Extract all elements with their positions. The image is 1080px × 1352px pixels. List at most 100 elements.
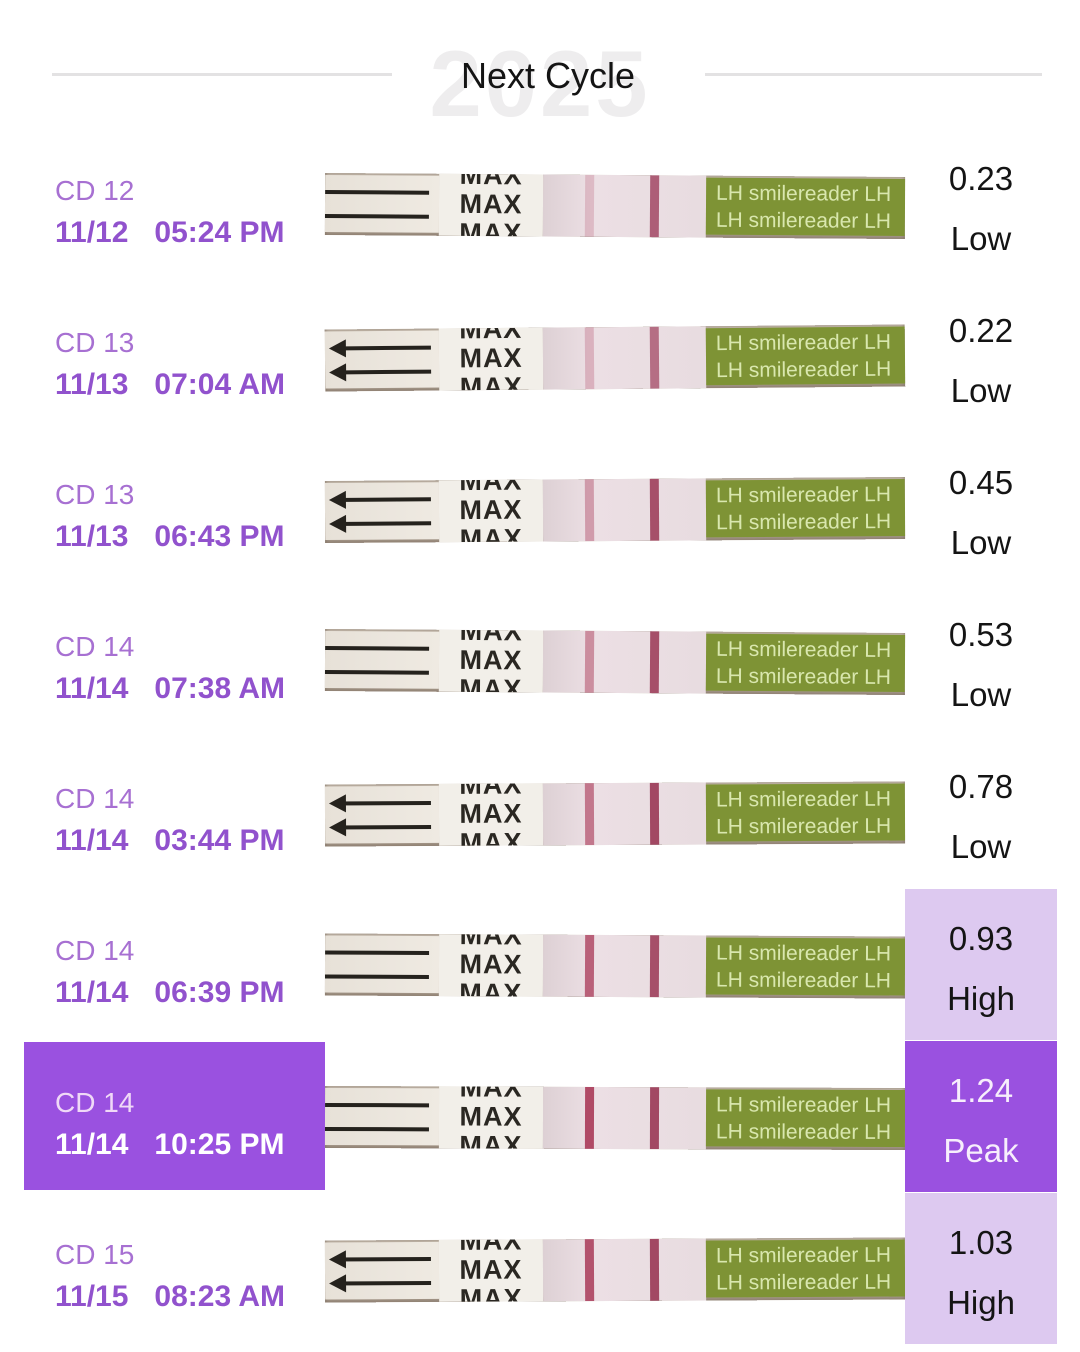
strip-max-label-area: MAX MAX MAX — [438, 479, 544, 543]
arrow-left-icon — [324, 669, 429, 675]
strip-brand-label: LH smilereader LH LH smilereader LH — [705, 326, 906, 386]
max-label-text: MAX MAX MAX — [439, 480, 543, 543]
test-strip-photo[interactable]: MAX MAX MAX LH smilereader LH LH smilere… — [324, 172, 906, 240]
arrow-left-icon — [332, 1256, 431, 1262]
strip-brand-label: LH smilereader LH LH smilereader LH — [705, 1239, 906, 1298]
test-line — [584, 327, 595, 390]
brand-label-line: LH smilereader LH — [716, 941, 892, 966]
page-title: Next Cycle — [460, 55, 636, 96]
max-label: MAX — [459, 783, 523, 800]
test-result-row[interactable]: CD 14 11/14 10:25 PM MAX MAX MAX — [0, 1041, 1080, 1194]
time-label: 08:23 AM — [154, 1280, 286, 1313]
cycle-day-label: CD 13 — [55, 479, 135, 510]
max-label: MAX — [459, 342, 523, 374]
date-label: 11/14 — [55, 824, 129, 857]
result-value-box: 0.23 Low — [905, 129, 1057, 280]
test-strip-photo[interactable]: MAX MAX MAX LH smilereader LH LH smilere… — [324, 1085, 906, 1151]
max-label: MAX — [459, 1130, 523, 1149]
max-label: MAX — [459, 644, 523, 676]
date-time-label: 11/14 03:44 PM — [55, 823, 285, 859]
test-strip-photo[interactable]: MAX MAX MAX LH smilereader LH LH smilere… — [324, 781, 906, 847]
control-line — [649, 175, 660, 238]
result-value-box: 0.78 Low — [905, 737, 1057, 888]
year-watermark: 2025 — [429, 31, 651, 136]
brand-label-line: LH smilereader LH — [715, 968, 892, 993]
test-results-list: CD 12 11/12 05:24 PM MAX MAX MAX — [0, 130, 1080, 1346]
arrow-left-icon — [325, 645, 430, 651]
result-value: 0.45 — [948, 464, 1014, 501]
max-label: MAX — [459, 523, 523, 543]
time-label: 05:24 PM — [154, 216, 285, 249]
brand-label-line: LH smilereader LH — [715, 483, 892, 508]
strip-arrow-area — [324, 330, 440, 389]
strip-arrow-area — [324, 785, 440, 844]
date-time-label: 11/13 06:43 PM — [55, 519, 285, 555]
brand-label-line: LH smilereader LH — [716, 510, 892, 535]
strip-max-label-area: MAX MAX MAX — [438, 934, 544, 997]
cycle-header: 2025 Next Cycle — [0, 0, 1080, 136]
max-label: MAX — [459, 173, 523, 191]
arrow-left-icon — [333, 521, 432, 526]
header-divider-right — [705, 73, 1042, 76]
cycle-day-label: CD 15 — [55, 1239, 135, 1270]
result-level-badge: Low — [950, 524, 1012, 561]
result-value-box: 0.53 Low — [905, 585, 1057, 736]
strip-max-label-area: MAX MAX MAX — [438, 1086, 544, 1149]
test-result-row[interactable]: CD 14 11/14 03:44 PM MAX MAX MAX — [0, 738, 1080, 890]
brand-label-line: LH smilereader LH — [716, 357, 892, 383]
result-level-badge: High — [947, 980, 1015, 1017]
test-strip-photo[interactable]: MAX MAX MAX LH smilereader LH LH smilere… — [324, 476, 906, 544]
test-result-row[interactable]: CD 15 11/15 08:23 AM MAX MAX MAX — [0, 1193, 1080, 1346]
max-label-text: MAX MAX MAX — [439, 174, 543, 237]
strip-max-label-area: MAX MAX MAX — [438, 173, 544, 237]
arrow-left-icon — [325, 189, 430, 195]
control-line — [649, 1238, 660, 1301]
test-strip-photo[interactable]: MAX MAX MAX LH smilereader LH LH smilere… — [324, 1237, 906, 1303]
max-label: MAX — [459, 188, 523, 220]
result-value: 0.93 — [948, 920, 1014, 957]
strip-max-label-area: MAX MAX MAX — [438, 783, 544, 846]
result-level-badge: Peak — [943, 1132, 1019, 1169]
cycle-day-label: CD 13 — [55, 327, 135, 358]
max-label-text: MAX MAX MAX — [439, 328, 544, 391]
date-time-label: 11/12 05:24 PM — [55, 215, 285, 251]
test-line — [584, 479, 595, 542]
arrow-left-icon — [332, 345, 431, 351]
result-level-badge: Low — [950, 372, 1012, 409]
test-strip-photo[interactable]: MAX MAX MAX LH smilereader LH LH smilere… — [324, 324, 906, 392]
test-result-row[interactable]: CD 13 11/13 06:43 PM MAX MAX MAX — [0, 434, 1080, 586]
strip-brand-label: LH smilereader LH LH smilereader LH — [705, 177, 906, 237]
max-label: MAX — [459, 629, 523, 647]
result-value: 1.03 — [948, 1224, 1014, 1261]
test-line — [584, 1239, 595, 1302]
brand-label-line: LH smilereader LH — [715, 664, 892, 689]
test-result-row[interactable]: CD 13 11/13 07:04 AM MAX MAX MAX — [0, 282, 1080, 434]
max-label: MAX — [459, 479, 523, 497]
cycle-day-label: CD 14 — [55, 631, 135, 662]
result-value-box: 1.03 High — [905, 1193, 1057, 1344]
max-label-text: MAX MAX MAX — [439, 934, 543, 997]
strip-membrane — [542, 174, 707, 238]
result-value-box: 0.45 Low — [905, 433, 1057, 584]
test-strip-photo[interactable]: MAX MAX MAX LH smilereader LH LH smilere… — [324, 933, 906, 999]
max-label: MAX — [459, 494, 523, 526]
brand-label-line: LH smilereader LH — [715, 1120, 892, 1144]
max-label: MAX — [459, 827, 523, 846]
result-level-badge: Low — [950, 220, 1012, 257]
test-strip-photo[interactable]: MAX MAX MAX LH smilereader LH LH smilere… — [324, 628, 906, 696]
strip-membrane — [542, 326, 707, 390]
test-result-row[interactable]: CD 14 11/14 07:38 AM MAX MAX MAX — [0, 586, 1080, 738]
time-label: 06:43 PM — [154, 520, 285, 553]
test-result-row[interactable]: CD 14 11/14 06:39 PM MAX MAX MAX — [0, 889, 1080, 1042]
brand-label-line: LH smilereader LH — [716, 814, 892, 839]
date-time-label: 11/14 06:39 PM — [55, 975, 285, 1011]
test-result-row[interactable]: CD 12 11/12 05:24 PM MAX MAX MAX — [0, 130, 1080, 282]
max-label: MAX — [459, 978, 523, 997]
time-label: 06:39 PM — [154, 976, 285, 1009]
strip-membrane — [542, 934, 707, 998]
result-level-badge: High — [947, 1284, 1015, 1321]
arrow-left-icon — [325, 950, 430, 956]
max-label: MAX — [459, 934, 523, 951]
strip-arrow-area — [324, 1087, 440, 1146]
